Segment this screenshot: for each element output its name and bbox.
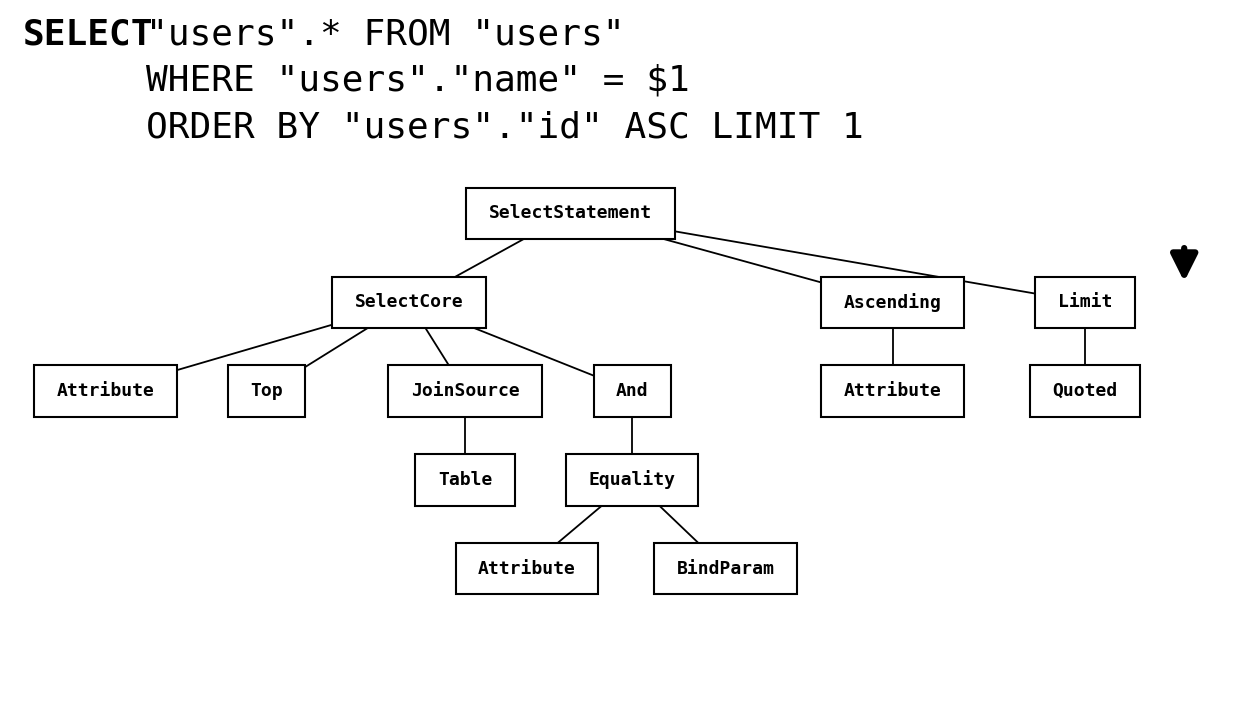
Text: Top: Top	[250, 382, 283, 400]
FancyBboxPatch shape	[594, 365, 671, 417]
Text: Ascending: Ascending	[844, 293, 941, 311]
Text: And: And	[616, 382, 649, 400]
Text: Table: Table	[438, 471, 492, 489]
FancyBboxPatch shape	[1035, 277, 1135, 328]
Text: WHERE "users"."name" = $1: WHERE "users"."name" = $1	[146, 64, 691, 98]
Text: BindParam: BindParam	[677, 560, 774, 578]
Text: ORDER BY "users"."id" ASC LIMIT 1: ORDER BY "users"."id" ASC LIMIT 1	[146, 110, 864, 144]
Text: Quoted: Quoted	[1053, 382, 1117, 400]
Text: SelectCore: SelectCore	[355, 293, 464, 311]
Text: JoinSource: JoinSource	[410, 382, 520, 400]
FancyBboxPatch shape	[466, 188, 675, 239]
Text: SELECT: SELECT	[22, 18, 153, 52]
Text: Limit: Limit	[1058, 293, 1112, 311]
FancyBboxPatch shape	[653, 543, 797, 594]
Text: Attribute: Attribute	[57, 382, 154, 400]
Text: Attribute: Attribute	[844, 382, 941, 400]
FancyBboxPatch shape	[388, 365, 542, 417]
FancyBboxPatch shape	[415, 454, 515, 506]
Text: Attribute: Attribute	[479, 560, 575, 578]
FancyBboxPatch shape	[332, 277, 486, 328]
Text: "users".* FROM "users": "users".* FROM "users"	[146, 18, 625, 52]
FancyBboxPatch shape	[821, 365, 965, 417]
FancyBboxPatch shape	[33, 365, 177, 417]
Text: SelectStatement: SelectStatement	[489, 204, 652, 223]
FancyBboxPatch shape	[228, 365, 305, 417]
FancyBboxPatch shape	[821, 277, 965, 328]
FancyBboxPatch shape	[455, 543, 599, 594]
FancyBboxPatch shape	[567, 454, 698, 506]
FancyBboxPatch shape	[1030, 365, 1140, 417]
Text: Equality: Equality	[589, 471, 676, 489]
